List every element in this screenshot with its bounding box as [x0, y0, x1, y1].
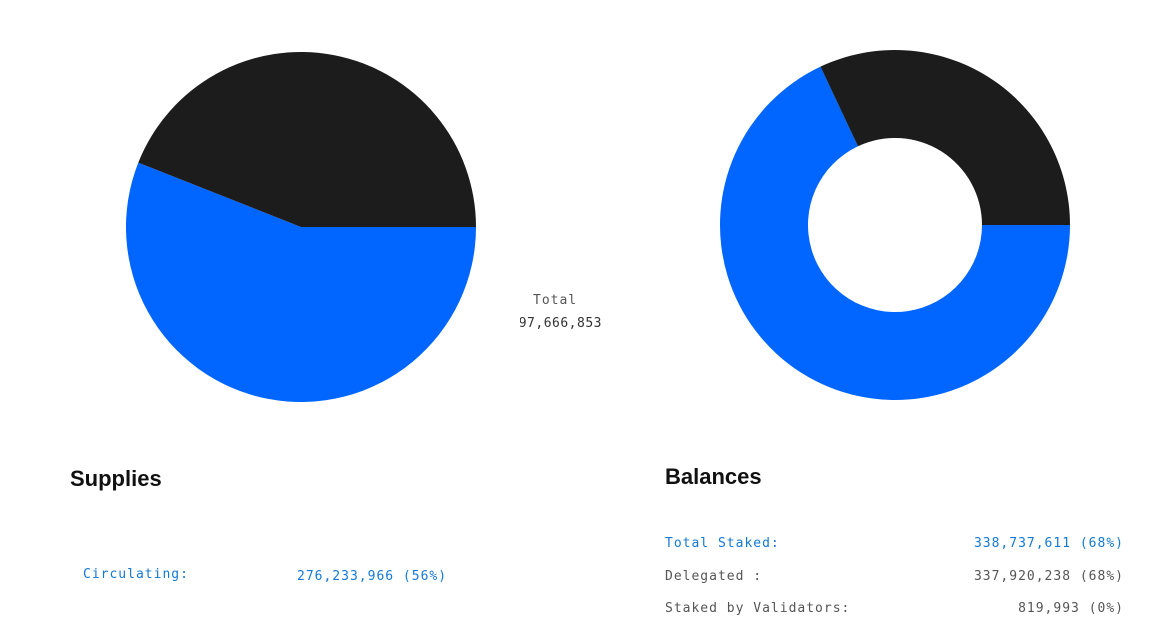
total-staked-value: 338,737,611 (68%)	[973, 536, 1124, 551]
staked-by-validators-label: Staked by Validators:	[665, 601, 851, 616]
delegated-value: 337,920,238 (68%)	[973, 569, 1124, 584]
balances-donut-chart	[719, 50, 1070, 401]
balances-title: Balances	[665, 464, 762, 489]
delegated-label: Delegated :	[665, 569, 763, 584]
supplies-pie-chart	[125, 51, 477, 402]
other-slice	[138, 51, 476, 228]
total-value: 97,666,853	[520, 316, 602, 331]
other-slice	[820, 50, 1070, 225]
total-label: Total	[533, 293, 578, 308]
total-staked-slice	[719, 66, 1070, 401]
circulating-slice	[125, 162, 477, 402]
circulating-value: 276,233,966 (56%)	[297, 569, 448, 584]
staked-by-validators-value: 819,993 (0%)	[1018, 601, 1124, 616]
circulating-label: Circulating:	[83, 567, 189, 582]
supplies-title: Supplies	[70, 466, 162, 491]
total-value-clip: 97,666,853	[520, 316, 610, 334]
total-staked-label: Total Staked:	[665, 536, 780, 551]
